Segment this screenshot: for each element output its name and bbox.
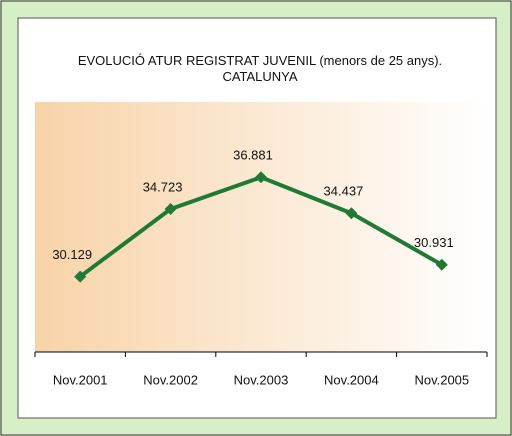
data-label: 36.881 — [233, 148, 273, 163]
data-marker — [435, 258, 448, 271]
data-label: 30.129 — [52, 247, 92, 262]
x-tick-label: Nov.2003 — [234, 372, 289, 387]
chart-title: EVOLUCIÓ ATUR REGISTRAT JUVENIL (menors … — [77, 53, 443, 84]
data-label: 34.437 — [324, 184, 364, 199]
x-tick-label: Nov.2005 — [414, 372, 469, 387]
data-marker — [255, 171, 267, 184]
x-tick-label: Nov.2004 — [324, 372, 379, 387]
data-marker — [74, 270, 87, 283]
data-label: 34.723 — [143, 179, 183, 194]
data-marker — [164, 203, 177, 216]
plot-area — [35, 102, 487, 352]
data-label: 30.931 — [414, 235, 454, 250]
data-marker — [345, 207, 358, 220]
x-tick-label: Nov.2002 — [143, 372, 198, 387]
x-tick-label: Nov.2001 — [53, 372, 108, 387]
